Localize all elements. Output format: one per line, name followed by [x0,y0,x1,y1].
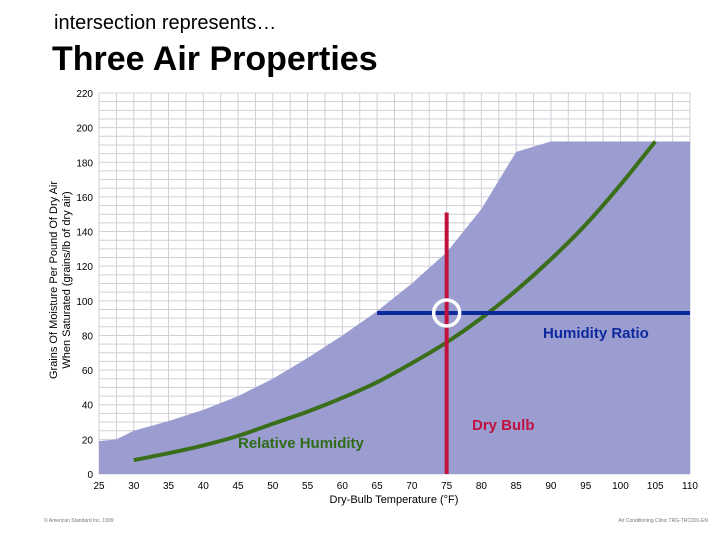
x-axis-label: Dry-Bulb Temperature (°F) [330,494,459,506]
y-tick-label: 160 [76,193,93,204]
intersection-marker [431,298,462,328]
x-tick-label: 70 [406,481,418,492]
x-tick-labels: 25 30 35 40 45 50 55 60 65 70 75 80 85 90 95 100 105 110 [93,481,698,492]
x-tick-label: 100 [612,481,629,492]
footer-course-id: Air Conditioning Clinic TRG-TRC001-EN [618,518,708,524]
x-tick-label: 45 [232,481,244,492]
y-tick-label: 20 [82,435,94,446]
x-tick-label: 55 [302,481,314,492]
slide-subtitle: intersection represents… [54,12,277,34]
x-tick-label: 65 [372,481,384,492]
x-tick-label: 75 [441,481,453,492]
y-tick-label: 0 [87,470,93,481]
y-tick-label: 180 [76,158,93,169]
slide-title: Three Air Properties [52,40,378,78]
y-axis-label-line2: When Saturated (grains/lb of dry air) [61,191,73,368]
relative-humidity-label: Relative Humidity [238,435,365,452]
y-tick-label: 100 [76,297,93,308]
x-tick-label: 50 [267,481,279,492]
y-tick-label: 120 [76,262,93,273]
saturation-region [99,141,690,474]
humidity-ratio-label: Humidity Ratio [543,325,649,342]
x-tick-label: 80 [476,481,488,492]
dry-bulb-label: Dry Bulb [472,417,535,434]
y-tick-label: 200 [76,124,93,135]
relative-humidity-line [133,140,657,463]
x-tick-label: 40 [198,481,210,492]
y-tick-label: 80 [82,331,94,342]
x-tick-label: 35 [163,481,175,492]
y-tick-label: 220 [76,89,93,100]
x-tick-label: 105 [647,481,664,492]
x-tick-label: 30 [128,481,140,492]
x-tick-label: 95 [580,481,592,492]
y-axis-label-line1: Grains Of Moisture Per Pound Of Dry Air [48,181,60,379]
y-tick-label: 60 [82,366,94,377]
y-tick-label: 40 [82,401,94,412]
x-tick-label: 110 [682,481,698,492]
x-tick-label: 60 [337,481,349,492]
x-tick-label: 85 [511,481,523,492]
x-tick-label: 90 [545,481,557,492]
x-tick-label: 25 [93,481,105,492]
y-tick-label: 140 [76,228,93,239]
footer-copyright: © American Standard Inc. 1999 [44,518,114,524]
